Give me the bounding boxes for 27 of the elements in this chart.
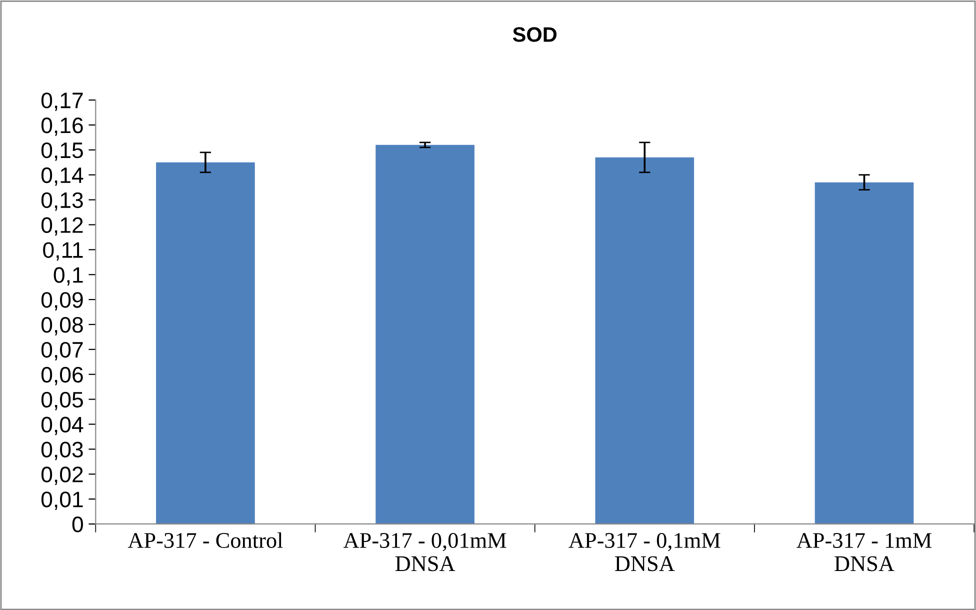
bar <box>376 144 474 524</box>
y-tick-label: 0,11 <box>43 242 83 261</box>
y-tick-label: 0,04 <box>41 416 84 436</box>
bar <box>814 182 914 524</box>
chart-title: SOD <box>512 27 557 42</box>
y-tick-label: 0 <box>72 516 83 532</box>
y-tick-label: 0,05 <box>41 392 83 410</box>
y-tick-label: 0,09 <box>41 292 83 310</box>
y-tick-label: 0,16 <box>41 118 83 136</box>
y-tick-label: 0,17 <box>41 92 83 111</box>
y-tick-label: 0,03 <box>41 442 83 460</box>
y-tick-label: 0,12 <box>41 217 83 236</box>
bar <box>156 162 255 524</box>
y-tick-label: 0,01 <box>41 492 83 510</box>
y-tick-label: 0,13 <box>41 192 83 211</box>
x-tick-label: AP-317 - 1mM DNSA <box>796 533 932 572</box>
x-tick-label: AP-317 - 0,01mM DNSA <box>343 532 506 572</box>
y-tick-label: 0,15 <box>41 142 83 161</box>
y-tick-label: 0,07 <box>41 342 83 360</box>
y-tick-label: 0,06 <box>41 366 83 386</box>
y-tick-label: 0,14 <box>41 167 84 186</box>
bar <box>595 157 694 524</box>
y-tick-label: 0,1 <box>54 267 83 286</box>
y-tick-label: 0,02 <box>41 466 83 486</box>
x-tick-label: AP-317 - 0,1mM DNSA <box>568 532 720 572</box>
x-tick-label: AP-317 - Control <box>128 532 283 548</box>
y-tick-label: 0,08 <box>41 317 83 336</box>
